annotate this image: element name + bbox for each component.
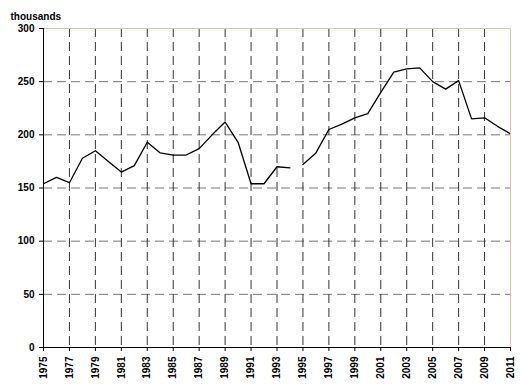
svg-text:2003: 2003: [401, 356, 412, 379]
svg-text:250: 250: [18, 76, 35, 87]
svg-text:1993: 1993: [271, 356, 282, 379]
svg-text:1991: 1991: [245, 356, 256, 379]
svg-text:1987: 1987: [193, 356, 204, 379]
svg-text:1989: 1989: [219, 356, 230, 379]
svg-text:2005: 2005: [427, 356, 438, 379]
svg-text:0: 0: [29, 342, 35, 353]
svg-text:thousands: thousands: [11, 11, 62, 22]
svg-text:100: 100: [18, 235, 35, 246]
svg-text:200: 200: [18, 129, 35, 140]
svg-text:1983: 1983: [141, 356, 152, 379]
svg-text:2007: 2007: [453, 356, 464, 379]
svg-text:2011: 2011: [505, 356, 516, 378]
svg-text:2009: 2009: [479, 356, 490, 379]
svg-text:1985: 1985: [167, 356, 178, 379]
svg-text:1977: 1977: [64, 356, 75, 379]
svg-text:1997: 1997: [323, 356, 334, 379]
svg-text:2001: 2001: [375, 356, 386, 379]
svg-text:300: 300: [18, 23, 35, 34]
svg-text:1979: 1979: [90, 356, 101, 379]
svg-text:1975: 1975: [38, 356, 49, 379]
svg-text:1999: 1999: [349, 356, 360, 379]
svg-text:50: 50: [23, 289, 35, 300]
svg-text:1995: 1995: [297, 356, 308, 379]
svg-text:150: 150: [18, 182, 35, 193]
svg-text:1981: 1981: [116, 356, 127, 379]
